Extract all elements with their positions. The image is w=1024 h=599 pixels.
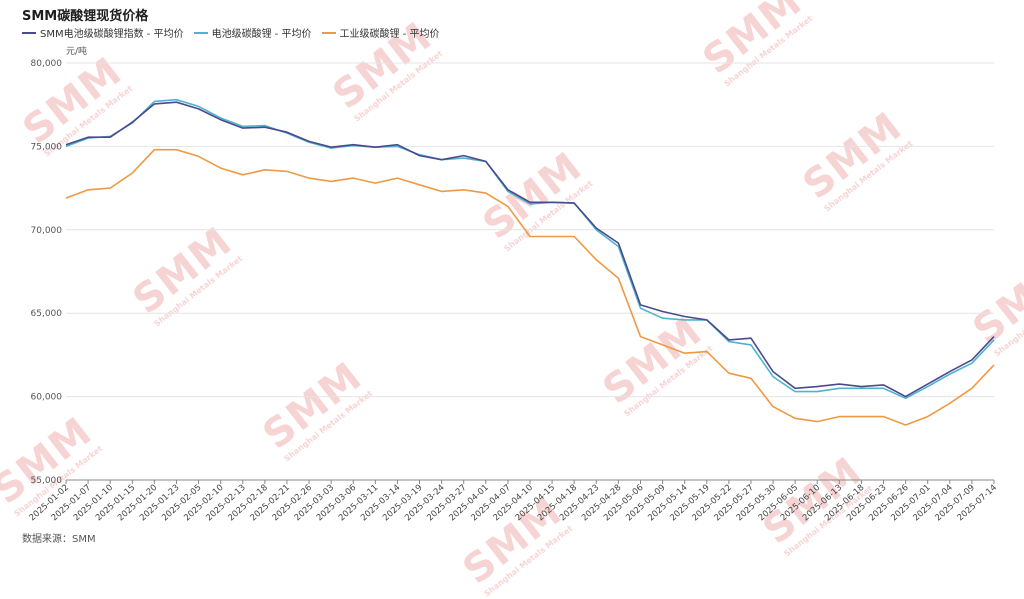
y-tick-label: 55,000: [31, 476, 63, 486]
legend-item-industrial[interactable]: 工业级碳酸锂 - 平均价: [321, 25, 440, 40]
y-tick-label: 70,000: [31, 226, 63, 236]
y-tick-label: 80,000: [31, 59, 63, 69]
series-line-2: [65, 148, 995, 426]
legend-swatch-battery: [193, 31, 208, 34]
y-tick-label: 65,000: [31, 309, 63, 319]
legend-swatch-index: [22, 31, 36, 34]
series-line-0: [65, 101, 995, 398]
legend-swatch-industrial: [321, 31, 336, 34]
series-line-1: [65, 98, 995, 400]
line-chart: 55,00060,00065,00070,00075,00080,0002025…: [28, 59, 999, 523]
legend[interactable]: SMM电池级碳酸锂指数 - 平均价 电池级碳酸锂 - 平均价 工业级碳酸锂 - …: [22, 25, 440, 40]
legend-label-industrial: 工业级碳酸锂 - 平均价: [339, 29, 440, 40]
legend-item-index[interactable]: SMM电池级碳酸锂指数 - 平均价: [22, 25, 184, 40]
y-tick-label: 60,000: [31, 393, 63, 403]
legend-label-battery: 电池级碳酸锂 - 平均价: [211, 29, 312, 40]
y-tick-label: 75,000: [31, 142, 63, 152]
y-axis-unit: 元/吨: [66, 47, 88, 57]
chart-title: SMM碳酸锂现货价格: [22, 9, 149, 24]
legend-label-index: SMM电池级碳酸锂指数 - 平均价: [40, 29, 184, 40]
data-source: 数据来源：SMM: [22, 534, 96, 545]
legend-item-battery[interactable]: 电池级碳酸锂 - 平均价: [193, 25, 312, 40]
